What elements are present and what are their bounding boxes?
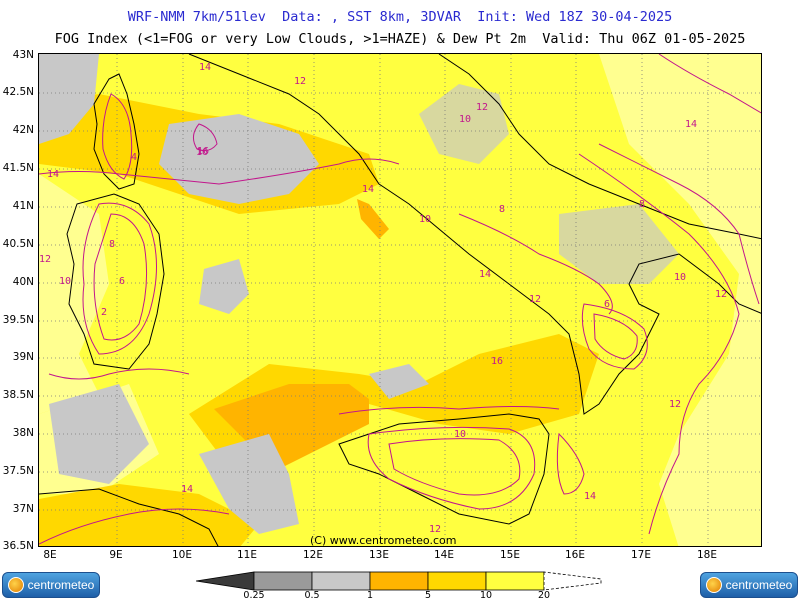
fog-index-map: 14 12 10 8 6 4 16 2 12 14 10 12 14 16 10…: [38, 53, 762, 547]
lat-label-43n: 43N: [12, 49, 34, 61]
lat-label-37n: 37N: [12, 503, 34, 515]
logo-text: centrometeo: [27, 578, 95, 592]
lon-label-12e: 12E: [303, 549, 323, 561]
contour-label: 14: [584, 491, 597, 502]
lon-label-9e: 9E: [109, 549, 123, 561]
legend-label: 5: [424, 590, 432, 601]
lat-label-38-5n: 38.5N: [2, 389, 34, 401]
fog-field-5-10-south: [39, 484, 259, 546]
legend-label: 10: [479, 590, 493, 601]
contour-label: 12: [294, 76, 307, 87]
lat-label-42n: 42N: [12, 124, 34, 136]
legend-label: 20: [537, 590, 551, 601]
contour-label: 12: [669, 399, 682, 410]
copyright-text: (C) www.centrometeo.com: [310, 534, 457, 547]
lon-label-11e: 11E: [237, 549, 257, 561]
contour-label: 14: [362, 184, 375, 195]
contour-label: 6: [604, 299, 611, 310]
contour-label: 8: [109, 239, 116, 250]
fog-patch-nw: [39, 54, 99, 144]
contour-label: 14: [181, 484, 194, 495]
lat-label-40n: 40N: [12, 276, 34, 288]
map-svg: [39, 54, 761, 546]
lon-label-14e: 14E: [434, 549, 454, 561]
contour-label: 6: [119, 276, 126, 287]
contour-label: 10: [419, 214, 432, 225]
contour-label: 14: [47, 169, 60, 180]
sicily-coast: [338, 413, 550, 525]
contour-label: 14: [199, 62, 212, 73]
lon-label-16e: 16E: [565, 549, 585, 561]
contour-label: 10: [454, 429, 467, 440]
contour-label: 10: [674, 272, 687, 283]
contour-label: 16: [491, 356, 504, 367]
contour-label: 10: [459, 114, 472, 125]
globe-icon: [705, 577, 722, 593]
lat-label-38n: 38N: [12, 427, 34, 439]
contour-label: 12: [429, 524, 442, 535]
lat-label-39n: 39N: [12, 351, 34, 363]
contour-label: 16: [197, 146, 210, 157]
logo-text: centrometeo: [725, 578, 793, 592]
dewpoint-contours: [39, 54, 761, 545]
fog-field-1-5: [214, 384, 369, 474]
globe-icon: [7, 577, 24, 593]
legend-colorbar: [196, 571, 602, 591]
lon-label-15e: 15E: [500, 549, 520, 561]
fog-patch-south: [199, 434, 299, 534]
contour-label: 12: [529, 294, 542, 305]
fog-patch-center: [369, 364, 429, 399]
contour-label: 4: [131, 152, 138, 163]
chart-title-line2: FOG Index (<1=FOG or very Low Clouds, >1…: [54, 31, 746, 47]
legend-label: 0.5: [304, 590, 320, 601]
contour-label: 10: [59, 276, 72, 287]
lat-label-42-5n: 42.5N: [2, 86, 34, 98]
fog-field-1-5-small: [357, 199, 389, 239]
contour-label: 8: [639, 199, 646, 210]
lat-label-36-5n: 36.5N: [2, 540, 34, 552]
centrometeo-logo-right[interactable]: centrometeo: [700, 572, 798, 598]
contour-label: 14: [479, 269, 492, 280]
lat-label-41n: 41N: [12, 200, 34, 212]
sardinia-coast: [66, 193, 165, 370]
lat-label-39-5n: 39.5N: [2, 314, 34, 326]
lon-label-18e: 18E: [697, 549, 717, 561]
fog-field-pale-west: [39, 174, 109, 414]
adriatic-coast: [438, 54, 761, 240]
lon-label-10e: 10E: [172, 549, 192, 561]
contour-label: 2: [101, 307, 108, 318]
contour-label: 14: [685, 119, 698, 130]
fog-field-pale-east: [599, 54, 761, 546]
fog-patch-center-west: [199, 259, 249, 314]
lat-label-37-5n: 37.5N: [2, 465, 34, 477]
chart-title-line1: WRF-NMM 7km/51lev Data: , SST 8km, 3DVAR…: [127, 9, 673, 25]
fog-patch-central-italy: [419, 84, 509, 164]
contour-label: 12: [39, 254, 52, 265]
fog-patch-south-italy: [559, 204, 679, 284]
legend-label: 1: [366, 590, 374, 601]
contour-label: 12: [476, 102, 489, 113]
corsica-coast: [93, 73, 140, 190]
contour-label: 8: [499, 204, 506, 215]
lon-label-13e: 13E: [369, 549, 389, 561]
lon-label-17e: 17E: [631, 549, 651, 561]
tunisia-coast: [39, 488, 219, 546]
lat-label-40-5n: 40.5N: [2, 238, 34, 250]
lon-label-8e: 8E: [43, 549, 57, 561]
contour-label: 16: [196, 147, 209, 158]
centrometeo-logo-left[interactable]: centrometeo: [2, 572, 100, 598]
contour-label: 12: [715, 289, 728, 300]
lat-label-41-5n: 41.5N: [2, 162, 34, 174]
legend-label: 0.25: [243, 590, 265, 601]
